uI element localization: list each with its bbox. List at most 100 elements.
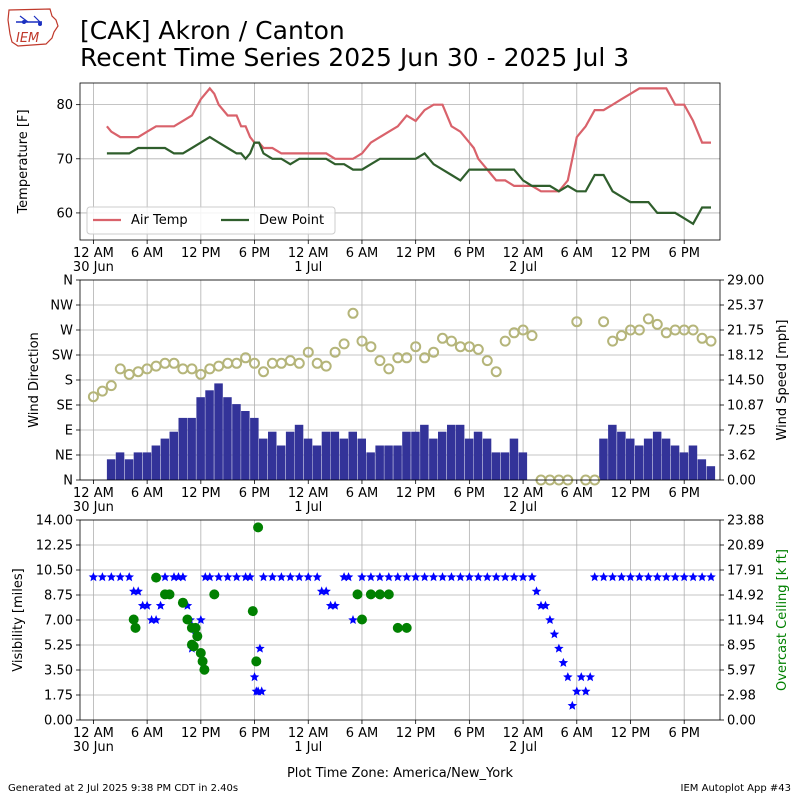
- ceiling-marker: [383, 589, 394, 600]
- visibility-marker: [572, 686, 582, 696]
- y-tick-label: 1.75: [44, 689, 73, 704]
- wind-direction-marker: [374, 355, 386, 367]
- generated-note: Generated at 2 Jul 2025 9:38 PM CDT in 2…: [8, 783, 239, 794]
- wind-speed-bar: [133, 452, 143, 480]
- wind-speed-bar: [652, 431, 662, 480]
- wind-speed-bar: [268, 431, 277, 480]
- wind-direction-marker: [177, 363, 189, 375]
- wind-direction-marker: [320, 360, 332, 372]
- y2-tick-label: 8.95: [727, 639, 756, 654]
- x-tick-label: 12 PM: [181, 486, 221, 501]
- x-tick-label: 6 AM: [346, 486, 379, 501]
- wind-speed-bar: [241, 411, 250, 480]
- iem-logo: IEM: [6, 6, 62, 50]
- x-tick-label: 12 PM: [396, 246, 436, 261]
- visibility-marker: [205, 572, 215, 582]
- wind-direction-marker: [87, 391, 99, 403]
- visibility-marker: [500, 572, 510, 582]
- chart-subtitle: Recent Time Series 2025 Jun 30 - 2025 Ju…: [80, 43, 630, 72]
- wind-speed-bar: [196, 397, 205, 480]
- y-tick-label: S: [65, 374, 73, 389]
- ceiling-marker: [128, 614, 139, 625]
- visibility-marker: [276, 572, 287, 582]
- y2-tick-label: 14.92: [727, 589, 764, 604]
- x-tick-label: 12 AM: [503, 246, 544, 261]
- visibility-marker: [97, 572, 108, 582]
- wind-speed-bar: [330, 431, 340, 480]
- wind-speed-bar: [259, 438, 268, 480]
- visibility-marker: [285, 572, 296, 582]
- y-tick-label: SW: [52, 349, 73, 364]
- wind-speed-bar: [608, 424, 617, 480]
- y-tick-label: 12.25: [36, 539, 73, 554]
- visibility-marker: [255, 643, 265, 653]
- x-tick-label: 6 PM: [668, 486, 699, 501]
- wind-speed-bar: [303, 438, 313, 480]
- y2-tick-label: 0.00: [727, 474, 756, 489]
- wind-direction-marker: [598, 316, 610, 328]
- y-tick-label: 3.50: [44, 664, 73, 679]
- visibility-marker: [133, 586, 143, 596]
- x-tick-date-label: 30 Jun: [73, 260, 114, 275]
- wind-direction-marker: [633, 324, 645, 336]
- y-tick-label: SE: [57, 399, 73, 414]
- ceiling-marker: [188, 641, 199, 652]
- wind-speed-bar: [455, 424, 465, 480]
- visibility-marker: [482, 572, 492, 582]
- visibility-marker: [419, 572, 430, 582]
- y2-tick-label: 3.62: [727, 449, 756, 464]
- y-tick-label: 14.00: [36, 514, 73, 529]
- wind-speed-bar: [187, 417, 196, 480]
- y-tick-label: 70: [56, 152, 73, 167]
- x-tick-label: 6 AM: [346, 246, 379, 261]
- visibility-marker: [598, 572, 609, 582]
- x-tick-label: 6 PM: [668, 726, 699, 741]
- wind-direction-marker: [204, 363, 216, 375]
- visibility-marker: [214, 572, 224, 582]
- y-tick-label: N: [63, 474, 73, 489]
- y2-tick-label: 20.89: [727, 539, 764, 554]
- x-tick-label: 12 AM: [288, 246, 329, 261]
- visibility-axes: 0.00 1.75 3.50 5.25 7.00 8.75 10.50 12.25 14.00 0…: [11, 514, 790, 782]
- y2-tick-label: 2.98: [727, 689, 756, 704]
- y-tick-label: 60: [56, 206, 73, 221]
- wind-direction-marker: [222, 357, 234, 369]
- y2-tick-label: 21.75: [727, 324, 764, 339]
- wind-direction-marker: [437, 332, 448, 344]
- wind-speed-bar: [661, 438, 671, 480]
- wind-speed-bar: [643, 438, 653, 480]
- app-id: IEM Autoplot App #43: [680, 783, 791, 794]
- wind-direction-marker: [258, 366, 269, 378]
- y2-tick-label: 17.91: [727, 564, 764, 579]
- wind-direction-marker: [607, 335, 619, 347]
- visibility-marker: [410, 572, 421, 582]
- legend-label: Dew Point: [259, 213, 324, 228]
- wind-direction-marker: [383, 363, 395, 375]
- wind-direction-marker: [231, 357, 243, 369]
- wind-direction-marker: [419, 352, 431, 364]
- y-tick-label: NE: [55, 449, 73, 464]
- wind-direction-marker: [490, 366, 502, 378]
- x-tick-label: 6 AM: [346, 726, 379, 741]
- y2-tick-label: 29.00: [727, 274, 764, 289]
- x-tick-label: 6 AM: [561, 486, 594, 501]
- x-tick-label: 12 AM: [73, 486, 114, 501]
- x-tick-date-label: 30 Jun: [73, 500, 114, 515]
- wind-speed-bar: [429, 438, 438, 480]
- wind-speed-bar: [697, 459, 707, 480]
- y-tick-label: 5.25: [44, 639, 73, 654]
- x-tick-label: 12 AM: [73, 246, 114, 261]
- ceiling-marker: [253, 522, 264, 533]
- wind-direction-marker: [123, 368, 135, 380]
- ceiling-marker: [365, 589, 376, 600]
- wind-direction-marker: [499, 335, 511, 347]
- wind-speed-bar: [321, 431, 331, 480]
- wind-direction-marker: [428, 346, 440, 358]
- wind-direction-marker: [687, 324, 699, 336]
- ceiling-marker: [182, 614, 193, 625]
- wind-speed-bar: [142, 452, 152, 480]
- wind-speed-bar: [438, 431, 447, 480]
- x-tick-label: 12 AM: [503, 486, 544, 501]
- wind-speed-bar: [294, 424, 304, 480]
